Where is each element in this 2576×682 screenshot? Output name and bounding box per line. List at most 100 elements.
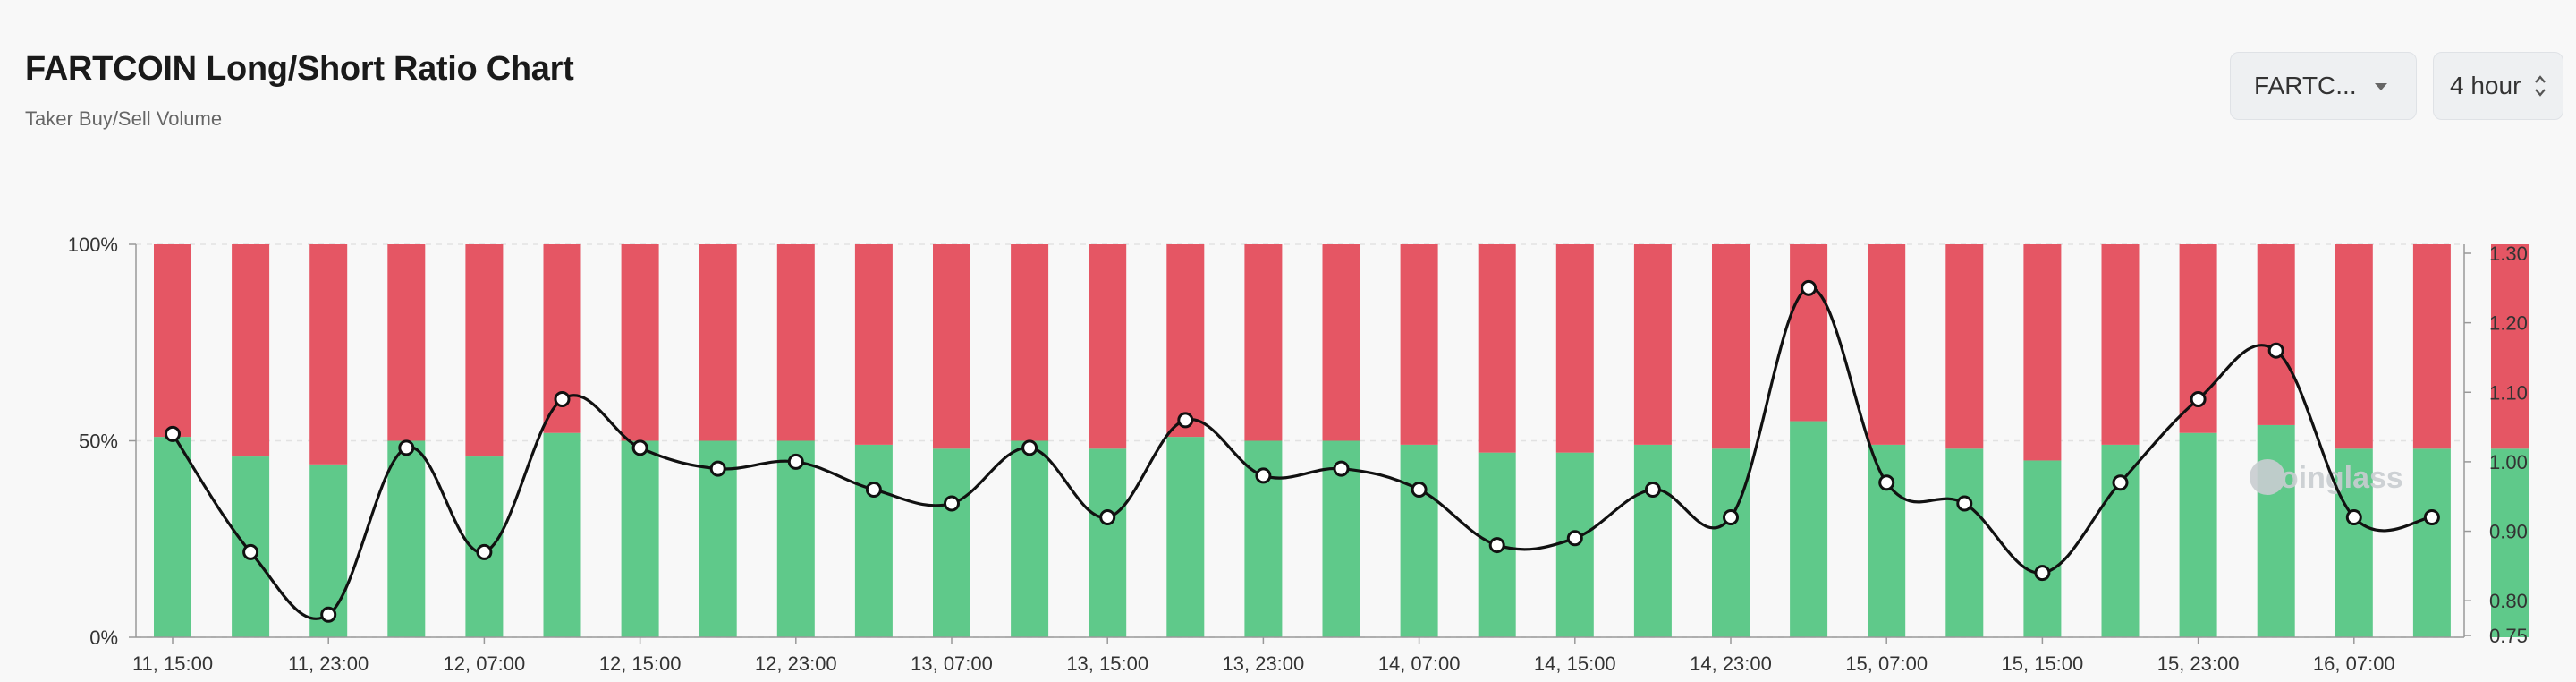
ratio-point[interactable] [1488, 537, 1505, 554]
buy-bar[interactable] [2023, 460, 2062, 637]
ratio-point[interactable] [1801, 279, 1818, 296]
ratio-line-group [165, 279, 2440, 623]
ratio-point[interactable] [320, 606, 337, 623]
sell-bar[interactable] [854, 244, 893, 445]
buy-bar[interactable] [1400, 444, 1438, 637]
ratio-point[interactable] [1099, 509, 1116, 526]
sell-bar[interactable] [1244, 244, 1283, 441]
sell-bar[interactable] [1478, 244, 1516, 453]
buy-bar[interactable] [1166, 437, 1205, 637]
buy-bar[interactable] [1089, 448, 1127, 637]
buy-bar[interactable] [2491, 448, 2529, 637]
y-right-tick-label: 0.80 [2489, 590, 2528, 612]
ratio-point[interactable] [554, 391, 571, 408]
buy-bar[interactable] [1712, 448, 1750, 637]
buy-bar[interactable] [933, 448, 970, 637]
sell-bar[interactable] [2257, 244, 2295, 425]
ratio-point[interactable] [944, 495, 960, 512]
sell-bar[interactable] [1712, 244, 1750, 449]
ratio-line [171, 286, 2433, 620]
symbol-select[interactable]: FARTC... [2230, 52, 2417, 120]
sell-bar[interactable] [465, 244, 504, 457]
x-tick-label: 11, 23:00 [288, 652, 369, 675]
ratio-point[interactable] [242, 543, 259, 560]
sell-bar[interactable] [1868, 244, 1906, 445]
sell-bar[interactable] [232, 244, 270, 457]
sell-bar[interactable] [2023, 244, 2062, 461]
sell-bar[interactable] [2334, 244, 2373, 449]
sell-bar[interactable] [1633, 244, 1672, 445]
buy-bar[interactable] [1868, 444, 1906, 637]
ratio-point[interactable] [2423, 509, 2440, 526]
buy-bar[interactable] [154, 437, 191, 637]
buy-bar[interactable] [776, 440, 815, 638]
ratio-point[interactable] [1956, 495, 1973, 512]
ratio-point[interactable] [787, 453, 804, 470]
sell-bar[interactable] [309, 244, 348, 465]
y-left-tick-label: 50% [79, 431, 118, 453]
sell-bar[interactable] [2491, 244, 2529, 449]
sell-bar[interactable] [776, 244, 815, 441]
buy-bar[interactable] [1633, 444, 1672, 637]
sell-bar[interactable] [1790, 244, 1828, 422]
ratio-point[interactable] [476, 543, 493, 560]
sell-bar[interactable] [1166, 244, 1205, 438]
ratio-point[interactable] [1723, 509, 1739, 526]
sell-bar[interactable] [1400, 244, 1438, 445]
buy-bar[interactable] [2257, 424, 2295, 637]
sell-bar[interactable] [2412, 244, 2451, 449]
buy-bar[interactable] [387, 440, 426, 638]
ratio-point[interactable] [631, 439, 648, 456]
ratio-point[interactable] [1566, 530, 1583, 547]
sell-bar[interactable] [387, 244, 426, 441]
ratio-point[interactable] [1878, 474, 1895, 491]
x-tick-label: 12, 23:00 [755, 652, 837, 675]
y-left-tick-label: 0% [89, 627, 118, 649]
sell-bar[interactable] [2101, 244, 2140, 445]
ratio-point[interactable] [1644, 481, 1661, 498]
sell-bar[interactable] [1555, 244, 1594, 453]
buy-bar[interactable] [854, 444, 893, 637]
ratio-point[interactable] [2345, 509, 2362, 526]
ratio-point[interactable] [1411, 481, 1428, 498]
sell-bar[interactable] [1945, 244, 1984, 449]
interval-select-value: 4 hour [2450, 72, 2521, 99]
x-tick-label: 11, 15:00 [132, 652, 213, 675]
buy-bar[interactable] [2101, 444, 2140, 637]
ratio-point[interactable] [165, 425, 181, 442]
interval-select[interactable]: 4 hour [2433, 52, 2563, 120]
ratio-point[interactable] [1333, 460, 1350, 477]
symbol-select-value: FARTC... [2254, 72, 2357, 99]
sell-bar[interactable] [1011, 244, 1049, 441]
buy-bar[interactable] [1011, 440, 1049, 638]
sell-bar[interactable] [621, 244, 659, 441]
sell-bar[interactable] [1322, 244, 1360, 441]
caret-down-icon [2375, 83, 2387, 90]
ratio-point[interactable] [709, 460, 726, 477]
ratio-point[interactable] [2190, 391, 2207, 408]
sell-bar[interactable] [933, 244, 970, 449]
buy-bar[interactable] [2334, 448, 2373, 637]
y-right-tick-label: 0.90 [2489, 521, 2528, 543]
buy-bar[interactable] [2412, 448, 2451, 637]
buy-bar[interactable] [2179, 432, 2217, 637]
buy-bar[interactable] [621, 440, 659, 638]
ratio-point[interactable] [2034, 565, 2051, 582]
y-right-tick-label: 1.20 [2489, 312, 2528, 335]
sell-bar[interactable] [1089, 244, 1127, 449]
ratio-point[interactable] [2112, 474, 2129, 491]
buy-bar[interactable] [543, 432, 581, 637]
buy-bar[interactable] [1945, 448, 1984, 637]
ratio-point[interactable] [1021, 439, 1038, 456]
x-tick-label: 15, 23:00 [2157, 652, 2240, 675]
ratio-point[interactable] [865, 481, 882, 498]
ratio-point[interactable] [2267, 342, 2284, 359]
ratio-point[interactable] [398, 439, 415, 456]
buy-bar[interactable] [1790, 421, 1828, 637]
x-tick-label: 12, 15:00 [599, 652, 682, 675]
sell-bar[interactable] [699, 244, 737, 441]
sell-bar[interactable] [154, 244, 191, 438]
ratio-point[interactable] [1177, 412, 1194, 429]
ratio-point[interactable] [1255, 467, 1272, 484]
x-tick-label: 15, 15:00 [2002, 652, 2084, 675]
